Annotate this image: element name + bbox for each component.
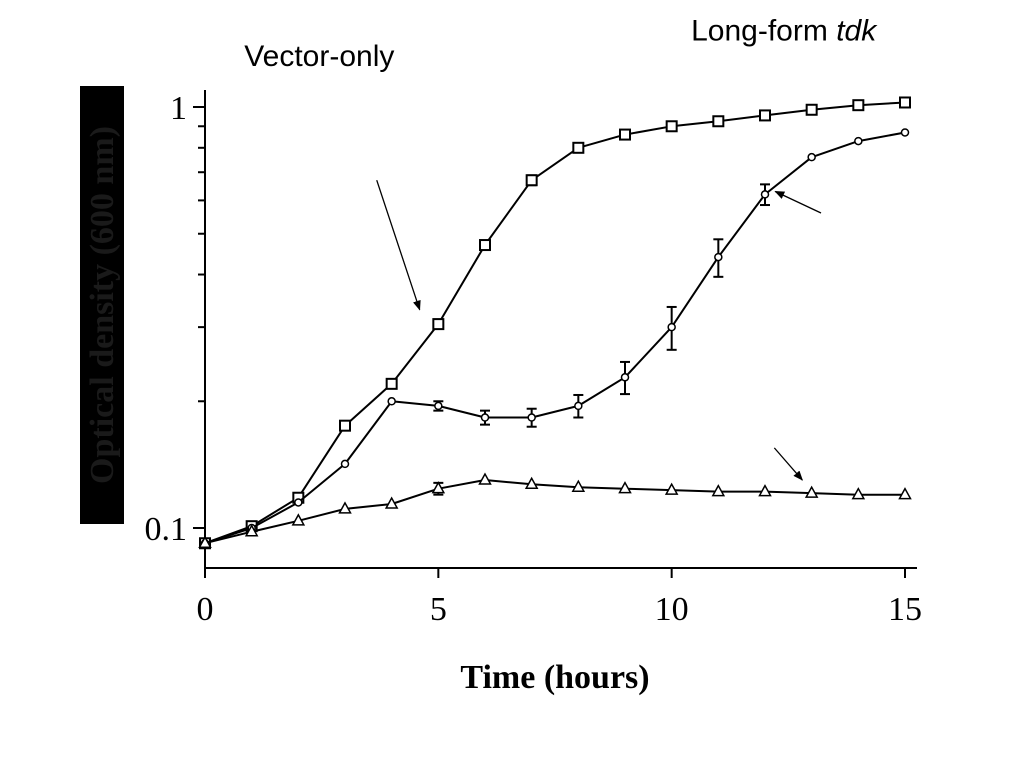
axes: 0 5 10 15 0.1 1 — [145, 90, 922, 628]
data-point — [198, 535, 212, 548]
series-line — [204, 131, 906, 545]
data-point — [807, 152, 816, 162]
x-tick-label: 0 — [197, 591, 214, 628]
data-point — [339, 419, 351, 432]
annotation-arrow — [376, 180, 421, 311]
data-point — [618, 481, 632, 494]
data-point — [431, 481, 446, 494]
y-axis-title-group: Optical density (600 nm) — [80, 86, 124, 524]
y-tick-label: 0.1 — [145, 511, 188, 548]
annotation-2: Short-form tdk — [773, 447, 803, 481]
data-point — [480, 413, 490, 422]
data-point — [667, 322, 676, 332]
data-point — [854, 136, 863, 146]
data-point — [244, 524, 259, 537]
data-point — [664, 482, 679, 495]
data-point — [620, 373, 630, 382]
data-point — [384, 496, 399, 509]
x-tick-label: 10 — [655, 591, 689, 628]
series-square — [199, 96, 911, 550]
data-point — [619, 128, 631, 141]
data-point — [527, 413, 536, 422]
annotation-1: Long-form tdk — [691, 14, 878, 214]
data-point — [478, 472, 492, 485]
annotation-0: Vector-only — [244, 40, 421, 311]
data-point — [758, 484, 772, 497]
series-line — [204, 101, 906, 545]
data-point — [291, 513, 306, 526]
data-point — [900, 128, 910, 137]
data-point — [385, 377, 398, 390]
annotation-label: Vector-only — [244, 40, 394, 73]
y-tick-label: 1 — [170, 90, 187, 127]
annotation-label: Long-form tdk — [691, 14, 878, 47]
x-tick-label: 15 — [888, 591, 922, 628]
data-point — [898, 487, 912, 500]
data-point — [805, 103, 818, 116]
data-point — [574, 401, 583, 411]
data-point — [759, 109, 771, 122]
data-point — [525, 174, 538, 187]
annotation-layer: Vector-only Long-form tdk Short-form tdk — [244, 14, 878, 481]
series-layer — [198, 96, 912, 550]
data-point — [760, 190, 770, 199]
data-point — [524, 476, 539, 490]
data-point — [294, 498, 303, 507]
data-point — [572, 141, 585, 154]
series-triangle — [198, 472, 912, 548]
data-point — [851, 487, 866, 500]
series-line — [204, 479, 905, 545]
x-axis-title: Time (hours) — [460, 659, 649, 696]
data-point — [434, 401, 443, 411]
y-axis-title: Optical density (600 nm) — [84, 126, 121, 484]
data-point — [387, 397, 396, 406]
data-point — [432, 318, 445, 331]
data-point — [899, 96, 911, 109]
y-axis-title-box — [80, 86, 124, 524]
data-point — [711, 484, 726, 497]
data-point — [665, 120, 678, 133]
data-point — [479, 239, 491, 252]
x-tick-label: 5 — [430, 591, 447, 628]
data-point — [712, 115, 725, 128]
data-point — [571, 479, 586, 492]
data-point — [714, 252, 723, 262]
data-point — [338, 501, 352, 514]
annotation-arrow — [773, 447, 803, 481]
data-point — [852, 99, 865, 112]
data-point — [340, 459, 350, 469]
annotation-arrow — [774, 190, 822, 214]
data-point — [804, 485, 819, 498]
